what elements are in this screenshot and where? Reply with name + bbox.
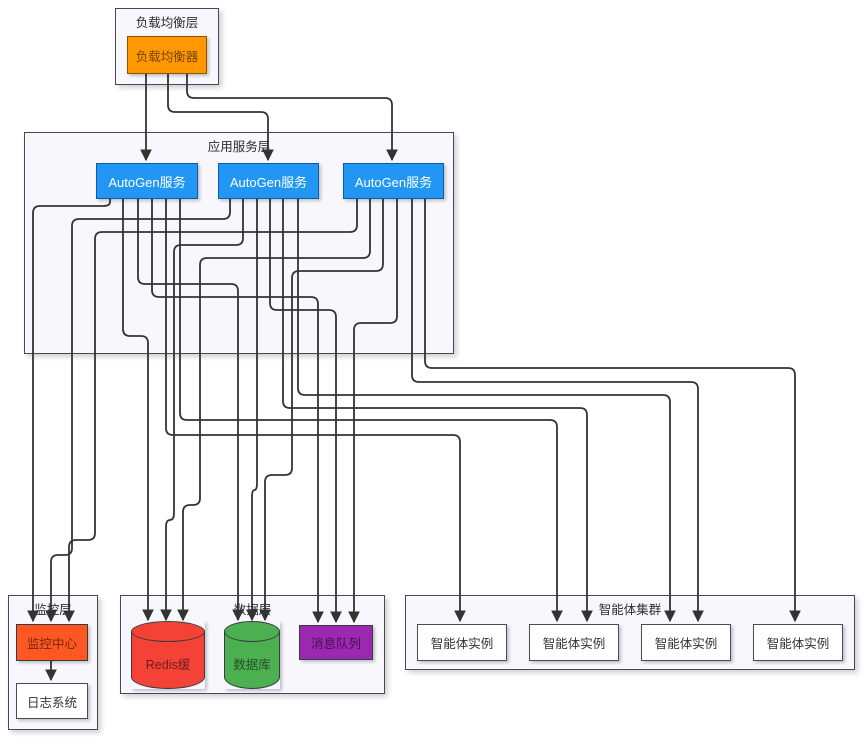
autogen-service-1-label: AutoGen服务 [108,174,186,190]
autogen-service-3-label: AutoGen服务 [354,174,433,190]
monitor-layer: 监控层 监控中心 日志系统 [8,595,98,730]
redis-cache-node: Redis缓 [131,621,205,689]
monitor-layer-label: 监控层 [34,603,72,617]
monitor-center-label: 监控中心 [26,637,77,651]
message-queue-node: 消息队列 [299,625,373,660]
load-balancer-label: 负载均衡器 [135,49,199,64]
database-node: 数据库 [224,621,280,689]
edge-service3-to-agent3 [411,198,704,623]
autogen-service-2-label: AutoGen服务 [229,174,308,190]
edge-service3-to-agent4 [424,198,801,623]
load-balancer-layer: 负载均衡层 负载均衡器 [115,8,219,85]
message-queue-label: 消息队列 [310,637,361,651]
agent-instance-4: 智能体实例 [753,624,843,661]
agent-cluster-layer: 智能体集群 智能体实例 智能体实例 智能体实例 智能体实例 [405,595,855,670]
autogen-service-2: AutoGen服务 [218,163,319,199]
agent-instance-1: 智能体实例 [417,624,507,661]
app-service-layer-label: 应用服务层 [207,140,271,154]
log-system-label: 日志系统 [26,695,77,710]
agent-instance-2-label: 智能体实例 [542,637,606,651]
autogen-service-3: AutoGen服务 [343,163,444,199]
agent-cluster-layer-label: 智能体集群 [598,603,662,617]
database-label: 数据库 [233,658,271,672]
autogen-service-1: AutoGen服务 [96,163,198,199]
load-balancer-layer-label: 负载均衡层 [135,16,199,30]
agent-instance-4-label: 智能体实例 [766,637,830,651]
app-service-layer: 应用服务层 AutoGen服务 AutoGen服务 AutoGen服务 [24,132,454,354]
redis-cache-label: Redis缓 [145,658,191,672]
data-layer: 数据层 Redis缓 数据库 消息队列 [120,595,385,694]
load-balancer-node: 负载均衡器 [127,36,207,74]
agent-instance-1-label: 智能体实例 [430,637,494,651]
monitor-center-node: 监控中心 [16,624,88,661]
agent-instance-2: 智能体实例 [529,624,619,661]
agent-instance-3: 智能体实例 [641,624,731,661]
log-system-node: 日志系统 [16,683,88,719]
agent-instance-3-label: 智能体实例 [654,637,718,651]
data-layer-label: 数据层 [233,603,272,617]
